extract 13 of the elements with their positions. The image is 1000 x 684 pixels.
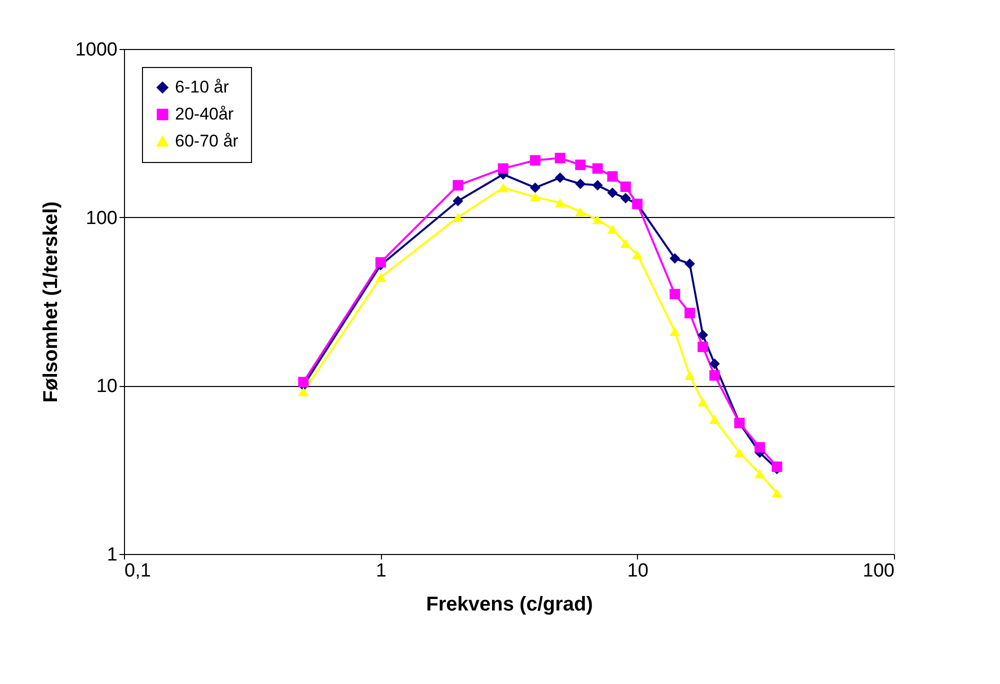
y-tick-label: 1 xyxy=(106,544,118,566)
legend-label: 60-70 år xyxy=(175,132,239,150)
legend-label: 6-10 år xyxy=(175,78,230,96)
y-tick-label: 1000 xyxy=(75,40,118,60)
x-tick-label: 10 xyxy=(627,560,648,582)
y-axis-title: Følsomhet (1/terskel) xyxy=(40,201,62,403)
legend-label: 20-40år xyxy=(175,104,234,124)
x-axis-title: Frekvens (c/grad) xyxy=(426,594,593,616)
x-tick-label: 100 xyxy=(862,560,894,582)
x-tick-label: 0,1 xyxy=(124,560,151,582)
y-tick-label: 100 xyxy=(86,208,118,229)
y-tick-label: 10 xyxy=(96,376,118,398)
x-tick-label: 1 xyxy=(376,560,386,582)
